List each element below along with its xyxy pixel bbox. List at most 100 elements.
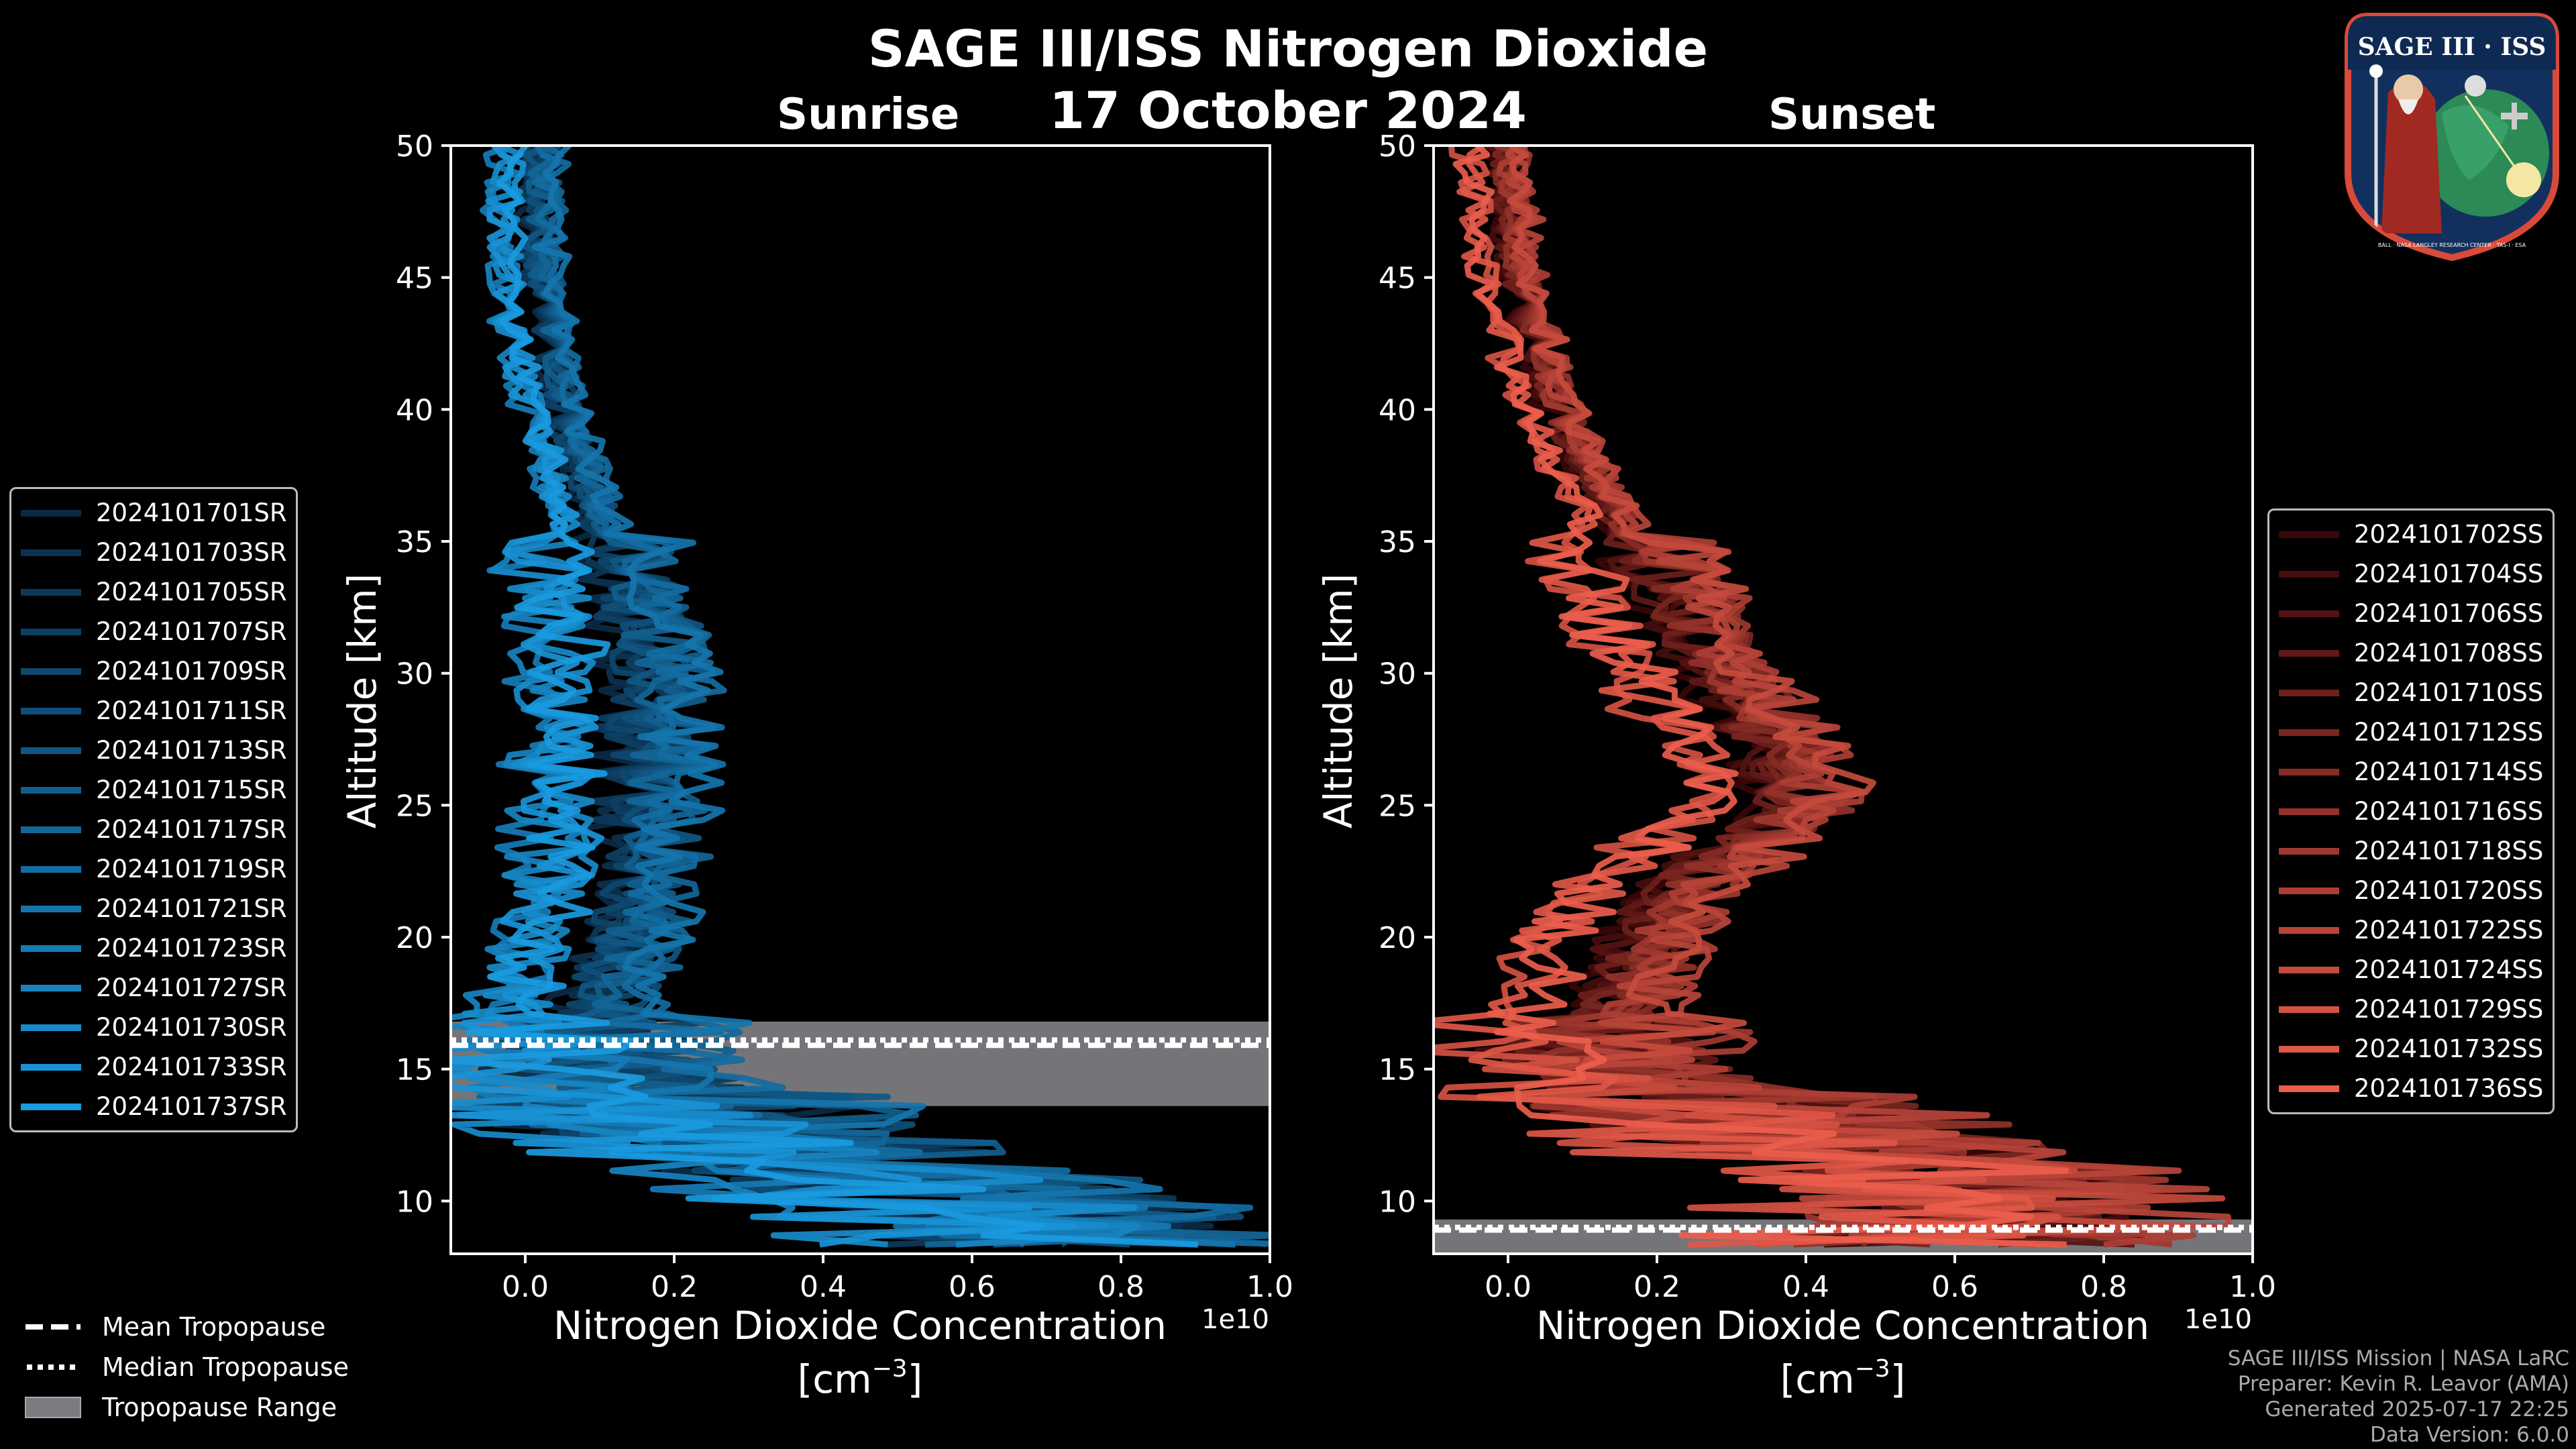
sunset-yticks: 10 15 20 25 30 35 40 45 50 <box>1379 129 1434 1219</box>
sunset-legend-label: 2024101710SS <box>2354 678 2544 707</box>
sunrise-xtick-label-3: 0.6 <box>949 1270 996 1304</box>
sunrise-legend-label: 2024101727SR <box>96 973 287 1002</box>
sunrise-legend-swatch <box>21 588 81 596</box>
sunset-legend-swatch <box>2279 808 2339 815</box>
sunset-axes-frame <box>1432 144 2254 1255</box>
sunset-legend-label: 2024101714SS <box>2354 757 2544 786</box>
sage-logo: SAGE III · ISS BALL · NASA LANGLEY RESEA… <box>2341 12 2563 262</box>
sunset-legend-item: 2024101712SS <box>2269 712 2553 752</box>
sunrise-legend-item: 2024101737SR <box>11 1087 296 1126</box>
sunset-ytick-label-10: 10 <box>1379 1185 1416 1219</box>
footer-version: Data Version: 6.0.0 <box>2369 1423 2569 1447</box>
sunrise-xtick-label-1: 0.2 <box>651 1270 698 1304</box>
logo-text: SAGE III · ISS <box>2358 33 2546 61</box>
sunset-legend-swatch <box>2279 768 2339 775</box>
footer-mission: SAGE III/ISS Mission | NASA LaRC <box>2227 1346 2569 1371</box>
sunrise-legend-swatch <box>21 865 81 873</box>
sunset-legend-label: 2024101712SS <box>2354 718 2544 747</box>
sunset-legend-item: 2024101718SS <box>2269 831 2553 871</box>
sunset-legend-swatch <box>2279 610 2339 617</box>
page-title: SAGE III/ISS Nitrogen Dioxide <box>867 19 1709 78</box>
sunset-legend: 2024101702SS 2024101704SS 2024101706SS 2024… <box>2267 508 2555 1114</box>
sunrise-legend-label: 2024101737SR <box>96 1092 287 1121</box>
sunset-legend-label: 2024101706SS <box>2354 599 2544 628</box>
sunset-legend-item: 2024101722SS <box>2269 910 2553 950</box>
sunrise-legend-swatch <box>21 984 81 991</box>
sunrise-xtick-label-5: 1.0 <box>1246 1270 1293 1304</box>
sunset-profile-2024101722SS <box>1503 146 2232 1248</box>
sunrise-yticks: 10 15 20 25 30 35 40 45 50 <box>396 129 451 1219</box>
sunrise-legend-label: 2024101730SR <box>96 1013 287 1042</box>
sunrise-xlabel: Nitrogen Dioxide Concentration <box>553 1303 1167 1348</box>
sunrise-xtick-label-2: 0.4 <box>800 1270 847 1304</box>
sunset-legend-swatch <box>2279 729 2339 736</box>
sunset-xtick-label-4: 0.8 <box>2080 1270 2127 1304</box>
sunrise-ytick-label-10: 10 <box>396 1185 433 1219</box>
sunrise-legend-swatch <box>21 945 81 952</box>
sunrise-legend-item: 2024101705SR <box>11 572 296 612</box>
sunset-profiles <box>1434 146 2253 1248</box>
sunrise-legend-swatch <box>21 1024 81 1031</box>
sunset-ytick-label-30: 30 <box>1379 657 1416 692</box>
sunset-legend-swatch <box>2279 570 2339 578</box>
sunrise-legend-swatch <box>21 1063 81 1071</box>
sunrise-legend-label: 2024101733SR <box>96 1053 287 1081</box>
sunset-legend-label: 2024101724SS <box>2354 955 2544 984</box>
sunrise-axes-frame <box>449 144 1271 1255</box>
sunset-legend-item: 2024101708SS <box>2269 633 2553 673</box>
sunrise-legend-swatch <box>21 667 81 675</box>
sunrise-legend-item: 2024101713SR <box>11 731 296 770</box>
sunrise-ytick-label-20: 20 <box>396 921 433 955</box>
sunset-ytick-label-35: 35 <box>1379 525 1416 559</box>
sunrise-legend-swatch <box>21 509 81 517</box>
sunset-legend-swatch <box>2279 966 2339 973</box>
sunrise-profile-2024101737SR <box>451 146 1199 1248</box>
sunrise-xtick-label-4: 0.8 <box>1097 1270 1144 1304</box>
sunrise-profile-2024101730SR <box>451 146 1138 1248</box>
sunrise-legend-swatch <box>21 707 81 714</box>
sunrise-legend-item: 2024101717SR <box>11 810 296 849</box>
sunrise-ytick-label-30: 30 <box>396 657 433 692</box>
sunrise-legend-swatch <box>21 786 81 794</box>
sunset-legend-label: 2024101708SS <box>2354 639 2544 667</box>
sunrise-ytick-label-40: 40 <box>396 393 433 427</box>
footer-generated: Generated 2025-07-17 22:25 <box>2265 1397 2569 1421</box>
sunrise-legend-swatch <box>21 905 81 912</box>
sunrise-legend: 2024101701SR 2024101703SR 2024101705SR 2024… <box>9 487 298 1132</box>
sunrise-legend-item: 2024101703SR <box>11 533 296 572</box>
sunrise-legend-label: 2024101715SR <box>96 775 287 804</box>
sunrise-ytick-label-45: 45 <box>396 262 433 296</box>
sunrise-profiles <box>451 146 1270 1248</box>
sunset-ytick-label-25: 25 <box>1379 789 1416 823</box>
sunrise-legend-label: 2024101705SR <box>96 578 287 606</box>
sunset-title: Sunset <box>1768 90 1936 140</box>
sunrise-legend-label: 2024101703SR <box>96 538 287 567</box>
sunrise-ytick-label-15: 15 <box>396 1053 433 1087</box>
sunrise-legend-label: 2024101721SR <box>96 894 287 923</box>
logo-ring-text: BALL · NASA LANGLEY RESEARCH CENTER · TA… <box>2378 242 2526 248</box>
sunset-legend-label: 2024101720SS <box>2354 876 2544 905</box>
sunset-legend-item: 2024101732SS <box>2269 1029 2553 1069</box>
sunset-ytick-label-15: 15 <box>1379 1053 1416 1087</box>
sunset-legend-label: 2024101718SS <box>2354 837 2544 865</box>
sunrise-legend-item: 2024101719SR <box>11 849 296 889</box>
sunset-ylabel: Altitude [km] <box>1316 574 1361 828</box>
sunset-legend-swatch <box>2279 847 2339 855</box>
sunrise-ytick-label-50: 50 <box>396 129 433 164</box>
sunrise-legend-item: 2024101707SR <box>11 612 296 651</box>
sunrise-legend-item: 2024101727SR <box>11 968 296 1008</box>
sunset-legend-swatch <box>2279 1085 2339 1092</box>
sunset-legend-item: 2024101714SS <box>2269 752 2553 792</box>
sunset-legend-swatch <box>2279 926 2339 934</box>
sunset-ytick-label-20: 20 <box>1379 921 1416 955</box>
date-title: 17 October 2024 <box>1049 80 1527 140</box>
sunrise-ytick-label-25: 25 <box>396 789 433 823</box>
sunset-legend-item: 2024101736SS <box>2269 1069 2553 1108</box>
sunset-legend-label: 2024101716SS <box>2354 797 2544 826</box>
sunrise-legend-label: 2024101701SR <box>96 498 287 527</box>
sunset-xtick-label-0: 0.0 <box>1485 1270 1532 1304</box>
sunrise-xticks: 0.0 0.2 0.4 0.6 0.8 1.0 <box>502 1254 1293 1304</box>
sunset-legend-swatch <box>2279 689 2339 696</box>
sunset-ytick-label-50: 50 <box>1379 129 1416 164</box>
